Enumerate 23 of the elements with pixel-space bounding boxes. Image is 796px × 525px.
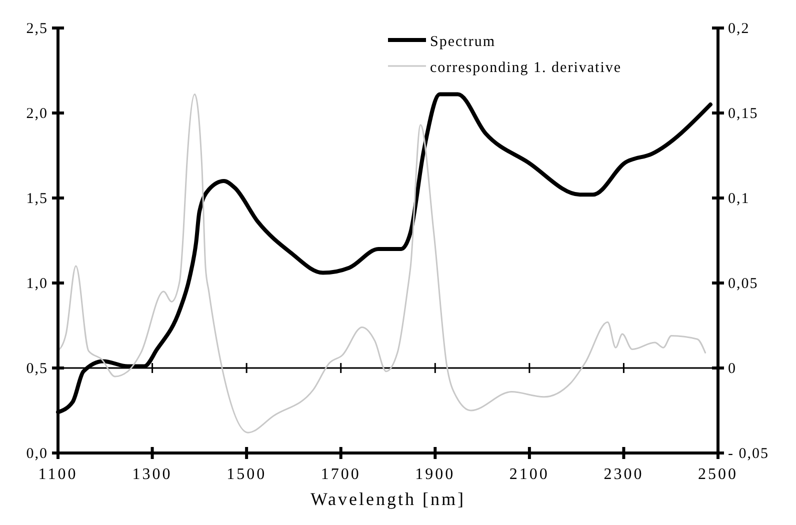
y-tick-label: 2,0 [26,106,48,122]
x-tick-label: 2300 [604,466,644,483]
y-tick-label: 0,0 [26,446,48,462]
y2-tick-label: 0,1 [728,191,750,207]
legend-label: corresponding 1. derivative [430,60,622,76]
x-tick-label: 1900 [415,466,456,483]
x-tick-label: 1700 [320,466,361,483]
x-tick-label: 1100 [38,466,78,483]
y-tick-label: 0,5 [26,361,48,377]
x-tick-label: 2100 [509,466,550,483]
y-tick-label: 1,5 [26,191,48,207]
y2-tick-label: 0 [728,361,736,377]
legend-label: Spectrum [430,34,496,50]
y-tick-label: 2,5 [26,21,48,37]
x-axis-title: Wavelength [nm] [310,489,466,509]
x-tick-label: 2500 [698,466,738,483]
y2-tick-label: 0,15 [728,106,758,122]
x-tick-label: 1500 [226,466,267,483]
x-tick-label: 1300 [132,466,172,483]
y2-tick-label: 0,05 [728,276,758,292]
y2-tick-label: 0,2 [728,21,750,37]
y-tick-label: 1,0 [26,276,48,292]
y2-tick-label: - 0,05 [728,446,769,462]
